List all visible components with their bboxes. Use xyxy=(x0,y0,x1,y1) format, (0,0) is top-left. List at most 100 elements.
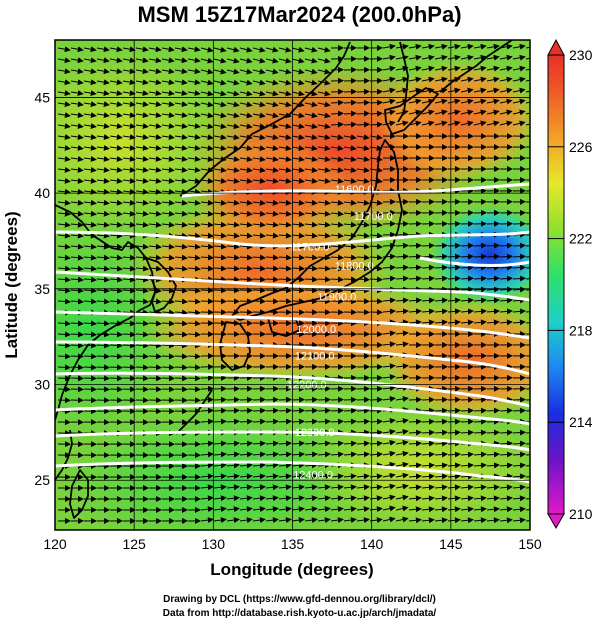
contour-label: 12400.0 xyxy=(293,469,333,481)
wind-arrow xyxy=(226,90,240,97)
wind-arrow xyxy=(187,134,201,140)
wind-arrow xyxy=(148,123,162,129)
temperature-shading xyxy=(55,40,530,530)
wind-arrow xyxy=(96,134,110,140)
wind-arrow xyxy=(447,418,461,425)
wind-arrow xyxy=(473,319,487,326)
wind-arrow xyxy=(304,396,318,403)
wind-arrow xyxy=(486,76,500,83)
wind-arrow xyxy=(291,254,305,261)
wind-arrow xyxy=(486,253,500,260)
wind-arrow xyxy=(291,177,305,184)
wind-arrow xyxy=(70,155,84,162)
wind-arrow xyxy=(291,473,305,480)
wind-arrow xyxy=(343,396,357,403)
wind-arrow xyxy=(83,177,97,184)
wind-arrow xyxy=(135,375,149,382)
wind-arrow xyxy=(135,243,149,250)
wind-arrow xyxy=(304,145,318,152)
wind-arrow xyxy=(512,275,526,282)
wind-arrow xyxy=(83,188,97,195)
wind-arrow xyxy=(382,242,396,249)
wind-arrow xyxy=(330,210,344,217)
wind-arrow xyxy=(226,177,240,184)
wind-arrow xyxy=(122,287,136,294)
wind-arrow xyxy=(317,112,331,119)
wind-arrow xyxy=(148,90,162,97)
wind-arrow xyxy=(174,298,188,305)
wind-arrow xyxy=(96,123,110,129)
wind-arrow xyxy=(213,484,227,491)
wind-arrow xyxy=(473,120,487,127)
wind-arrow xyxy=(135,331,149,338)
wind-arrow xyxy=(343,210,357,217)
wind-arrow xyxy=(447,275,461,282)
wind-arrow xyxy=(317,407,331,414)
wind-arrow xyxy=(57,188,71,195)
wind-arrow xyxy=(135,364,149,371)
wind-arrow xyxy=(148,79,162,86)
wind-arrow xyxy=(200,407,214,414)
wind-arrow xyxy=(421,242,435,249)
wind-arrow xyxy=(122,375,136,382)
lon-tick-label: 145 xyxy=(439,536,463,552)
wind-arrow xyxy=(304,199,318,206)
wind-arrow xyxy=(512,98,526,105)
wind-arrow xyxy=(291,232,305,239)
wind-arrow xyxy=(395,242,409,249)
wind-arrow xyxy=(278,145,292,152)
wind-arrow xyxy=(525,267,530,269)
wind-arrow xyxy=(161,210,175,217)
wind-arrow xyxy=(200,90,214,97)
wind-arrow xyxy=(382,363,396,370)
wind-arrow xyxy=(512,242,526,249)
wind-arrow xyxy=(447,319,461,326)
wind-arrow xyxy=(57,177,71,184)
wind-arrow xyxy=(291,484,305,491)
wind-arrow xyxy=(330,276,344,283)
wind-arrow xyxy=(473,297,487,304)
wind-arrow xyxy=(317,440,331,447)
wind-arrow xyxy=(317,101,331,108)
wind-arrow xyxy=(148,298,162,305)
wind-arrow xyxy=(174,144,188,151)
wind-arrow xyxy=(83,46,97,53)
wind-arrow xyxy=(109,386,123,393)
contour-label: 11900.0 xyxy=(317,291,356,303)
wind-arrow xyxy=(226,167,240,173)
wind-arrow xyxy=(291,462,305,469)
wind-arrow xyxy=(96,232,110,239)
wind-arrow xyxy=(226,112,240,119)
wind-arrow xyxy=(252,451,266,458)
wind-arrow xyxy=(330,110,344,117)
wind-arrow xyxy=(330,199,344,206)
wind-arrow xyxy=(200,232,214,239)
wind-arrow xyxy=(330,145,344,152)
wind-arrow xyxy=(330,134,344,141)
wind-arrow xyxy=(486,54,500,61)
wind-arrow xyxy=(239,145,253,152)
wind-arrow xyxy=(486,120,500,127)
wind-arrow xyxy=(317,451,331,458)
wind-arrow xyxy=(395,87,409,94)
wind-arrow xyxy=(187,298,201,305)
wind-arrow xyxy=(200,123,214,130)
wind-arrow xyxy=(161,364,175,371)
wind-arrow xyxy=(343,145,357,152)
wind-arrow xyxy=(252,265,266,272)
wind-arrow xyxy=(330,156,344,163)
wind-arrow xyxy=(304,407,318,414)
wind-arrow xyxy=(135,57,149,64)
colorbar-tick-label: 230 xyxy=(569,47,593,63)
wind-arrow xyxy=(304,123,318,130)
wind-arrow xyxy=(213,90,227,97)
wind-arrow xyxy=(317,396,331,403)
wind-arrow xyxy=(460,264,474,271)
wind-arrow xyxy=(239,287,253,294)
wind-arrow xyxy=(70,123,84,129)
wind-arrow xyxy=(135,101,149,108)
wind-arrow xyxy=(395,417,409,424)
wind-arrow xyxy=(395,396,409,402)
wind-arrow xyxy=(304,221,318,228)
